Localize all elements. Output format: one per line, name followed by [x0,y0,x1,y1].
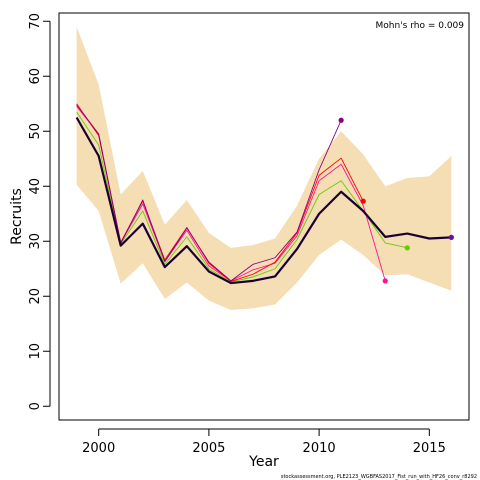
x-tick-label-2015: 2015 [413,441,446,456]
series-endpoint-3 [360,198,366,204]
y-tick-label-20: 20 [28,288,43,305]
axis-layer: 2000 2005 2010 2015 0 10 20 30 40 50 60 70 [28,13,446,456]
x-tick-label-2000: 2000 [82,441,115,456]
y-tick-label-0: 0 [28,402,43,410]
confidence-band-layer [76,26,452,310]
y-tick-label-10: 10 [28,343,43,360]
mohns-rho-annotation: Mohn's rho = 0.009 [376,21,465,31]
series-endpoint-0 [448,234,454,240]
x-axis-title: Year [248,454,279,470]
source-footer: stockassessment.org, PLE2123_WGBFAS2017_… [281,474,477,480]
y-tick-label-30: 30 [28,233,43,250]
y-axis-title: Recruits [9,188,25,245]
confidence-band [76,26,452,310]
x-tick-label-2010: 2010 [303,441,336,456]
y-tick-label-70: 70 [28,13,43,30]
series-endpoint-2 [382,278,388,284]
y-tick-label-50: 50 [28,123,43,140]
y-tick-label-40: 40 [28,178,43,195]
y-tick-label-60: 60 [28,68,43,85]
series-line-0 [75,116,452,285]
plot-frame [58,12,470,421]
series-endpoint-4 [338,117,344,123]
x-tick-label-2005: 2005 [192,441,225,456]
series-endpoint-1 [404,245,410,251]
series-layer [75,103,454,285]
series-line-1 [76,111,408,283]
